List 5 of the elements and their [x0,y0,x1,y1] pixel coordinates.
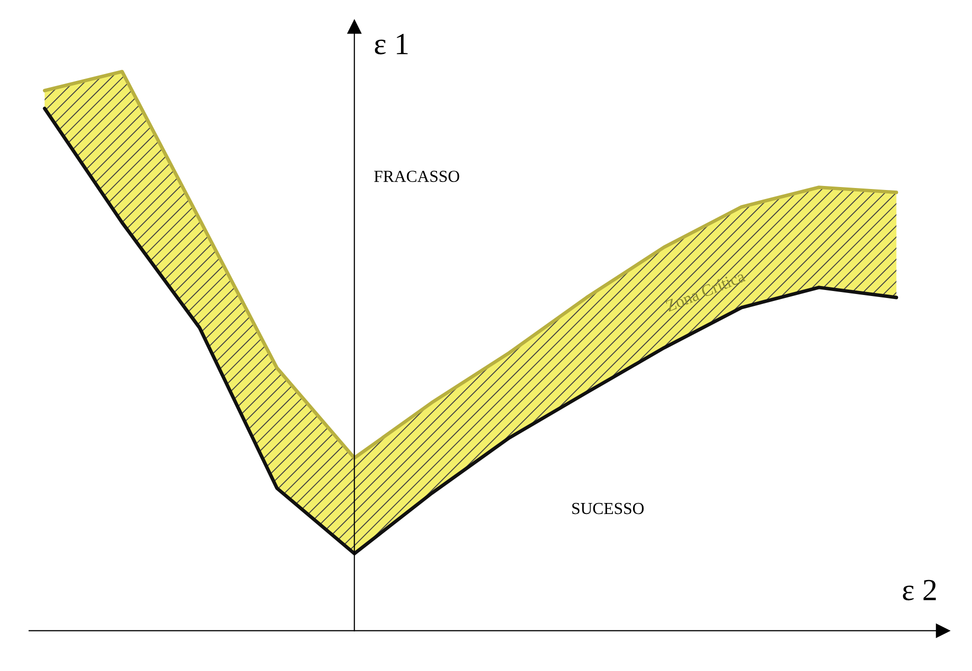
x-axis-title: ε 2 [902,580,936,600]
annotation: Zona Crítica [664,270,746,312]
annotation: FRACASSO [374,170,460,182]
y-axis-title: ε 1 [374,34,408,54]
annotation: SUCESSO [572,502,644,514]
